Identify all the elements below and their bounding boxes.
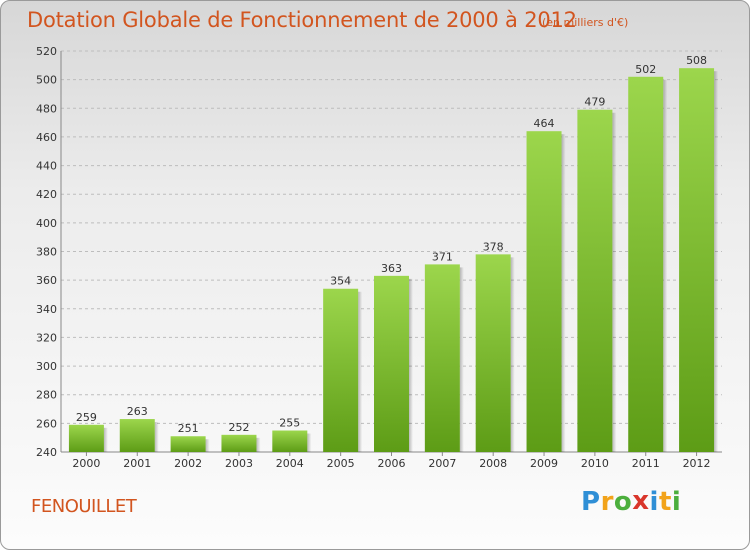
x-tick-label: 2012	[683, 457, 711, 470]
data-label: 251	[178, 422, 199, 435]
data-label: 354	[330, 275, 351, 288]
proxiti-logo: Proxiti	[581, 486, 682, 517]
bar-shadow	[663, 79, 668, 453]
x-tick-label: 2006	[378, 457, 406, 470]
bar	[170, 436, 206, 452]
y-tick-label: 240	[36, 446, 57, 459]
y-tick-label: 360	[36, 274, 57, 287]
y-tick-label: 400	[36, 217, 57, 230]
data-label: 252	[228, 421, 249, 434]
bar-shadow	[612, 112, 617, 452]
y-tick-label: 420	[36, 188, 57, 201]
x-tick-label: 2002	[174, 457, 202, 470]
x-tick-label: 2011	[632, 457, 660, 470]
bar	[424, 264, 460, 452]
data-label: 502	[635, 63, 656, 76]
bar	[272, 430, 308, 452]
data-label: 378	[483, 240, 504, 253]
y-tick-label: 320	[36, 331, 57, 344]
x-tick-label: 2003	[225, 457, 253, 470]
data-label: 255	[279, 417, 300, 430]
x-tick-label: 2010	[581, 457, 609, 470]
x-tick-label: 2009	[530, 457, 558, 470]
bar-shadow	[307, 433, 312, 452]
x-tick-label: 2008	[479, 457, 507, 470]
bar	[679, 68, 715, 452]
x-tick-label: 2001	[123, 457, 151, 470]
bar-shadow	[103, 427, 108, 452]
bar-shadow	[561, 134, 566, 452]
bar-shadow	[205, 439, 210, 452]
bar	[628, 76, 664, 453]
bar-shadow	[358, 291, 363, 452]
brand-letter: x	[632, 486, 650, 516]
x-tick-label: 2007	[428, 457, 456, 470]
bar	[577, 109, 613, 452]
data-label: 363	[381, 262, 402, 275]
y-tick-label: 460	[36, 131, 57, 144]
bar	[68, 424, 104, 452]
y-tick-label: 520	[36, 45, 57, 58]
y-tick-label: 380	[36, 246, 57, 259]
x-tick-label: 2004	[276, 457, 304, 470]
chart-title: Dotation Globale de Fonctionnement de 20…	[27, 8, 577, 32]
commune-name: FENOUILLET	[31, 496, 137, 517]
data-label: 479	[584, 96, 605, 109]
bar	[374, 275, 409, 452]
brand-letter: i	[649, 487, 659, 517]
bar-shadow	[256, 437, 261, 452]
bar	[323, 288, 359, 452]
bar-shadow	[714, 71, 719, 452]
bar	[526, 131, 562, 452]
brand-letter: r	[600, 487, 614, 517]
bar	[221, 434, 257, 452]
bar	[475, 254, 511, 452]
bar-shadow	[154, 422, 159, 452]
y-tick-label: 480	[36, 102, 57, 115]
y-tick-label: 280	[36, 389, 57, 402]
data-label: 259	[76, 411, 97, 424]
brand-letter: t	[658, 487, 672, 517]
brand-letter: o	[613, 487, 633, 517]
y-tick-label: 500	[36, 74, 57, 87]
brand-letter: i	[671, 487, 682, 517]
bar-shadow	[510, 257, 515, 452]
y-tick-label: 340	[36, 303, 57, 316]
bar-shadow	[459, 267, 464, 452]
x-tick-label: 2000	[72, 457, 100, 470]
chart-unit-note: (en milliers d'€)	[542, 16, 629, 29]
y-tick-label: 260	[36, 417, 57, 430]
bar-shadow	[409, 278, 413, 452]
bar	[119, 419, 155, 452]
data-label: 464	[534, 117, 555, 130]
y-tick-label: 300	[36, 360, 57, 373]
data-label: 508	[686, 54, 707, 67]
brand-letter: P	[581, 487, 601, 517]
data-label: 263	[127, 405, 148, 418]
x-tick-label: 2005	[327, 457, 355, 470]
y-tick-label: 440	[36, 160, 57, 173]
data-label: 371	[432, 250, 453, 263]
